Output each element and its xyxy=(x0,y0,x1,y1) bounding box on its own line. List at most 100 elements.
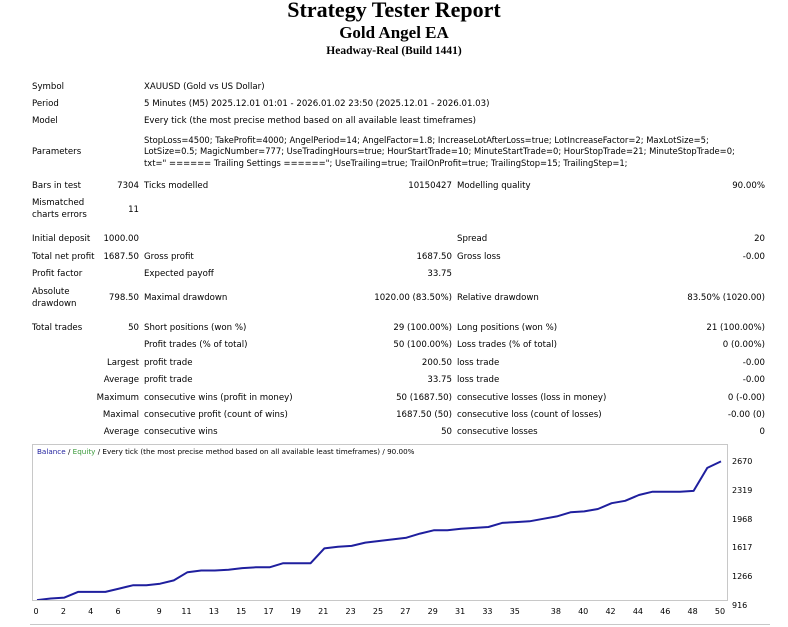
pt-value: 50 (100.00%) xyxy=(393,340,452,350)
x-tick-label: 11 xyxy=(181,607,192,616)
maximal-label: Maximal xyxy=(102,410,139,420)
bottom-rule xyxy=(30,624,770,625)
absdd-label-2: drawdown xyxy=(32,299,77,309)
largest-profit-label: profit trade xyxy=(144,358,193,368)
avg-cw-value: 50 xyxy=(441,427,452,437)
period-value: 5 Minutes (M5) 2025.12.01 01:01 - 2026.0… xyxy=(144,99,490,109)
trades-value: 50 xyxy=(128,323,139,333)
legend-balance: Balance xyxy=(37,447,66,456)
mismatch-value: 11 xyxy=(128,205,139,215)
x-tick-label: 29 xyxy=(427,607,438,616)
maxdd-value: 1020.00 (83.50%) xyxy=(374,293,452,303)
report-title: Strategy Tester Report xyxy=(287,0,501,22)
parameters-label: Parameters xyxy=(32,147,82,157)
average-label: Average xyxy=(103,375,139,385)
y-tick-label: 2319 xyxy=(732,485,753,495)
deposit-label: Initial deposit xyxy=(32,234,91,244)
reldd-label: Relative drawdown xyxy=(457,293,539,303)
maximum-label: Maximum xyxy=(96,393,139,403)
absdd-label: Absolute xyxy=(32,287,70,297)
balance-line xyxy=(36,460,722,602)
max-cw-value: 50 (1687.50) xyxy=(396,393,452,403)
bars-label: Bars in test xyxy=(32,181,81,191)
x-tick-label: 25 xyxy=(372,607,384,616)
x-tick-label: 42 xyxy=(605,607,616,616)
x-tick-label: 6 xyxy=(115,607,121,616)
average-profit-label: profit trade xyxy=(144,375,193,385)
average2-label: Average xyxy=(103,427,139,437)
ticks-label: Ticks modelled xyxy=(144,181,209,191)
ea-name: Gold Angel EA xyxy=(339,23,449,42)
x-tick-label: 50 xyxy=(714,607,726,616)
mxl-cp-value: 1687.50 (50) xyxy=(396,410,452,420)
netprofit-value: 1687.50 xyxy=(103,252,139,262)
period-label: Period xyxy=(32,99,59,109)
x-tick-label: 13 xyxy=(208,607,219,616)
x-tick-label: 35 xyxy=(509,607,520,616)
x-tick-label: 46 xyxy=(660,607,671,616)
grossloss-value: -0.00 xyxy=(742,252,765,262)
mismatch-label: Mismatched xyxy=(32,198,85,208)
x-tick-label: 23 xyxy=(345,607,356,616)
avg-cw-label: consecutive wins xyxy=(144,427,218,437)
x-tick-label: 27 xyxy=(400,607,411,616)
largest-label: Largest xyxy=(106,358,139,368)
largest-loss-label: loss trade xyxy=(457,358,500,368)
deposit-value: 1000.00 xyxy=(103,234,139,244)
ticks-value: 10150427 xyxy=(408,181,452,191)
parameters-line: txt=" ====== Trailing Settings ======"; … xyxy=(144,157,628,168)
payoff-label: Expected payoff xyxy=(144,269,214,279)
largest-loss-value: -0.00 xyxy=(742,358,765,368)
x-tick-label: 9 xyxy=(156,607,162,616)
reldd-value: 83.50% (1020.00) xyxy=(687,293,765,303)
x-tick-label: 48 xyxy=(687,607,698,616)
chart-legend: Balance / Equity / Every tick (the most … xyxy=(37,447,414,456)
x-tick-label: 17 xyxy=(263,607,274,616)
grossprofit-value: 1687.50 xyxy=(416,252,452,262)
x-tick-label: 19 xyxy=(290,607,301,616)
max-cw-label: consecutive wins (profit in money) xyxy=(144,393,293,403)
payoff-value: 33.75 xyxy=(427,269,452,279)
short-value: 29 (100.00%) xyxy=(393,323,452,333)
average-loss-value: -0.00 xyxy=(742,375,765,385)
y-tick-label: 1617 xyxy=(732,543,753,553)
lt-value: 0 (0.00%) xyxy=(722,340,765,350)
legend-separator: / xyxy=(65,447,73,456)
largest-profit-value: 200.50 xyxy=(421,358,452,368)
server-name: Headway-Real (Build 1441) xyxy=(326,45,462,57)
lt-label: Loss trades (% of total) xyxy=(457,340,557,350)
short-label: Short positions (won %) xyxy=(144,323,247,333)
spread-label: Spread xyxy=(457,234,488,244)
y-tick-label: 2670 xyxy=(732,457,753,466)
symbol-label: Symbol xyxy=(32,82,65,92)
quality-value: 90.00% xyxy=(732,181,765,191)
netprofit-label: Total net profit xyxy=(32,252,95,262)
pf-label: Profit factor xyxy=(32,269,83,279)
mxl-cl-label: consecutive loss (count of losses) xyxy=(457,410,602,420)
max-cl-value: 0 (-0.00) xyxy=(727,393,765,403)
quality-label: Modelling quality xyxy=(457,181,531,191)
balance-chart-svg xyxy=(36,460,722,602)
x-tick-label: 0 xyxy=(33,607,39,616)
maxdd-label: Maximal drawdown xyxy=(144,293,228,303)
x-tick-label: 2 xyxy=(60,607,66,616)
x-tick-label: 21 xyxy=(318,607,329,616)
mxl-cp-label: consecutive profit (count of wins) xyxy=(144,410,288,420)
x-tick-label: 38 xyxy=(550,607,561,616)
parameters-value: StopLoss=4500; TakeProfit=4000; AngelPer… xyxy=(144,135,735,169)
mismatch-label-2: charts errors xyxy=(32,210,87,220)
long-label: Long positions (won %) xyxy=(457,323,558,333)
x-tick-label: 4 xyxy=(88,607,94,616)
y-tick-label: 1266 xyxy=(732,572,753,582)
x-tick-label: 33 xyxy=(482,607,493,616)
max-cl-label: consecutive losses (loss in money) xyxy=(457,393,607,403)
x-tick-label: 40 xyxy=(578,607,589,616)
y-tick-label: 916 xyxy=(732,601,748,610)
average-profit-value: 33.75 xyxy=(427,375,452,385)
absdd-value: 798.50 xyxy=(108,293,139,303)
parameters-line: LotSize=0.5; MagicNumber=777; UseTrading… xyxy=(144,146,735,157)
legend-equity: Equity xyxy=(72,447,96,456)
trades-label: Total trades xyxy=(32,323,83,333)
grossloss-label: Gross loss xyxy=(457,252,501,262)
symbol-value: XAUUSD (Gold vs US Dollar) xyxy=(144,82,265,92)
